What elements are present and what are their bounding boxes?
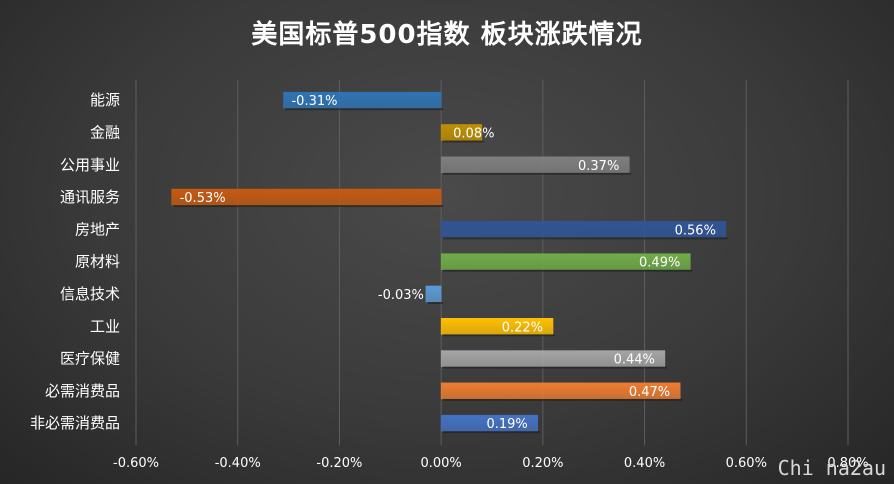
- data-label: -0.53%: [180, 191, 226, 206]
- bar-shadow: [443, 140, 484, 143]
- x-tick-label: 0.60%: [726, 456, 767, 471]
- bar-shadow: [443, 431, 540, 434]
- bar-shadow: [443, 269, 693, 272]
- category-label: 金融: [90, 123, 120, 141]
- data-label: 0.44%: [614, 353, 655, 368]
- data-label: 0.22%: [502, 320, 543, 335]
- category-label: 通讯服务: [60, 188, 120, 206]
- data-label: 0.08%: [453, 126, 494, 141]
- bar-shadow: [173, 205, 444, 208]
- category-label: 信息技术: [60, 285, 120, 303]
- watermark: Chi na2au: [777, 456, 886, 480]
- data-labels: -0.31% 0.08% 0.37% -0.53% 0.56% 0.49% -0.03% 0.…: [180, 94, 716, 432]
- category-label: 能源: [90, 91, 120, 109]
- data-label: 0.47%: [629, 385, 670, 400]
- chart-title: 美国标普500指数 板块涨跌情况: [251, 20, 643, 50]
- x-tick-label: -0.40%: [215, 456, 261, 471]
- bars: [171, 91, 728, 434]
- category-label: 医疗保健: [60, 350, 120, 368]
- bar-shadow: [285, 108, 444, 111]
- bar-shadow: [443, 237, 728, 240]
- x-tick-label: -0.60%: [113, 456, 159, 471]
- bar-shadow: [443, 334, 556, 337]
- x-tick-label: 0.80%: [827, 456, 868, 471]
- category-label: 房地产: [75, 220, 120, 238]
- x-tick-label: -0.20%: [316, 456, 362, 471]
- bar-shadow: [427, 301, 444, 304]
- data-label: 0.37%: [578, 159, 619, 174]
- category-label: 原材料: [75, 253, 120, 271]
- bar: [425, 285, 442, 303]
- data-label: -0.31%: [291, 94, 337, 109]
- data-label: -0.03%: [378, 288, 424, 303]
- bar-shadow: [443, 366, 667, 369]
- data-label: 0.56%: [675, 223, 716, 238]
- category-label: 工业: [90, 317, 120, 335]
- x-tick-label: 0.40%: [624, 456, 665, 471]
- x-tick-label: 0.20%: [522, 456, 563, 471]
- bar-shadow: [443, 398, 683, 401]
- bar-shadow: [443, 172, 632, 175]
- x-tick-label: 0.00%: [420, 456, 461, 471]
- category-label: 必需消费品: [45, 382, 120, 400]
- data-label: 0.19%: [486, 417, 527, 432]
- data-label: 0.49%: [639, 256, 680, 271]
- category-label: 非必需消费品: [30, 414, 120, 432]
- category-label: 公用事业: [60, 156, 120, 174]
- value-axis-labels: -0.60% -0.40% -0.20% 0.00% 0.20% 0.40% 0.60% 0.…: [113, 456, 869, 471]
